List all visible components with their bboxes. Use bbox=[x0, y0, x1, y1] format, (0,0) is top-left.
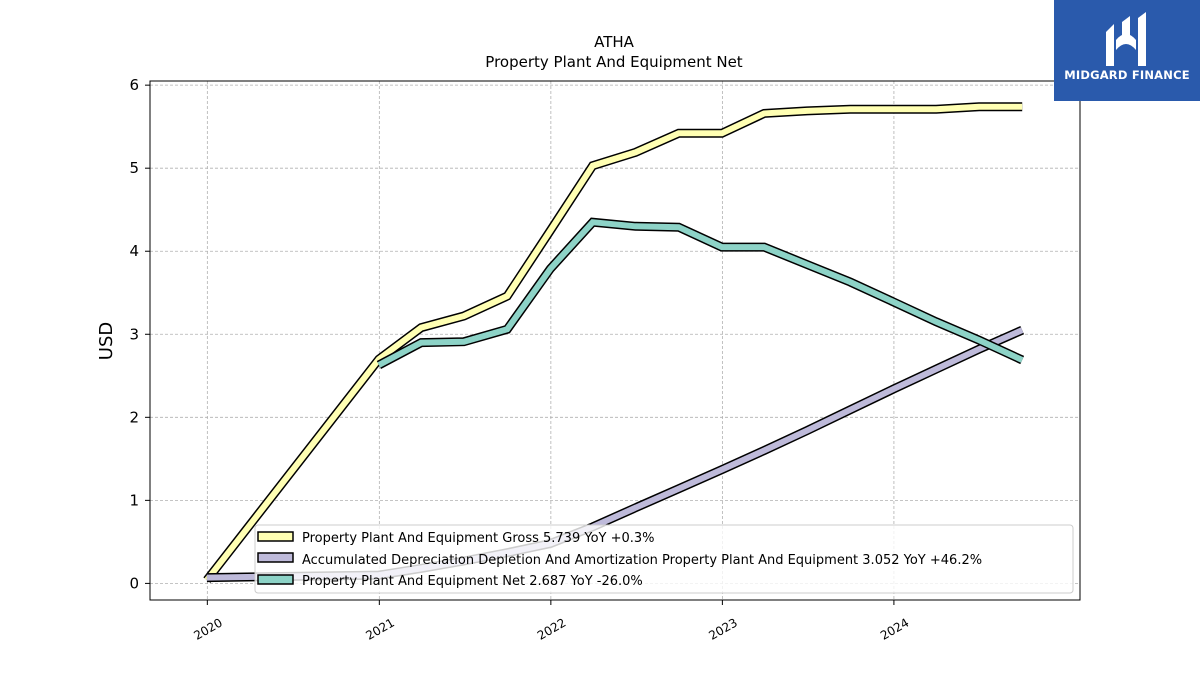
y-tick-label: 5 bbox=[129, 159, 139, 177]
series-line-net bbox=[376, 217, 1025, 369]
chart-title: ATHA bbox=[594, 33, 635, 51]
chart-subtitle: Property Plant And Equipment Net bbox=[485, 53, 742, 71]
y-tick-label: 1 bbox=[129, 491, 139, 509]
series-line-gross bbox=[203, 102, 1023, 583]
series-lines bbox=[203, 102, 1025, 583]
y-tick-label: 2 bbox=[129, 408, 139, 426]
legend-box bbox=[254, 524, 1074, 594]
y-axis-label: USD bbox=[96, 322, 117, 360]
series-outline bbox=[376, 217, 1025, 369]
plot-frame bbox=[149, 80, 1081, 601]
series-fill-line bbox=[377, 219, 1024, 368]
x-tick-label: 2023 bbox=[706, 615, 739, 642]
y-tick-label: 6 bbox=[129, 76, 139, 94]
grid bbox=[150, 81, 1080, 600]
legend-swatch-depreciation bbox=[257, 552, 294, 563]
legend-swatch-net bbox=[257, 574, 294, 585]
x-tick-label: 2024 bbox=[878, 615, 911, 642]
x-tick-label: 2021 bbox=[363, 615, 396, 642]
y-tick-label: 0 bbox=[129, 574, 139, 592]
y-tick-label: 4 bbox=[129, 242, 139, 260]
legend-label-net: Property Plant And Equipment Net 2.687 Y… bbox=[302, 574, 643, 589]
legend: Property Plant And Equipment Gross 5.739… bbox=[254, 524, 1074, 594]
x-tick-label: 2022 bbox=[535, 615, 568, 642]
y-tick-label: 3 bbox=[129, 325, 139, 343]
x-axis-ticks: 2020 2021 2022 2023 2024 bbox=[191, 600, 911, 643]
logo-text: MIDGARD FINANCE bbox=[1064, 68, 1190, 82]
y-axis-ticks: 0 1 2 3 4 5 6 bbox=[129, 76, 150, 592]
legend-swatch-gross bbox=[257, 531, 294, 542]
series-outline bbox=[203, 102, 1023, 583]
midgard-finance-logo: MIDGARD FINANCE bbox=[1054, 0, 1200, 101]
x-tick-label: 2020 bbox=[191, 615, 224, 642]
legend-label-depreciation: Accumulated Depreciation Depletion And A… bbox=[302, 553, 982, 568]
midgard-logo-icon bbox=[1106, 12, 1146, 66]
series-fill-line bbox=[204, 103, 1023, 582]
legend-label-gross: Property Plant And Equipment Gross 5.739… bbox=[302, 531, 655, 546]
